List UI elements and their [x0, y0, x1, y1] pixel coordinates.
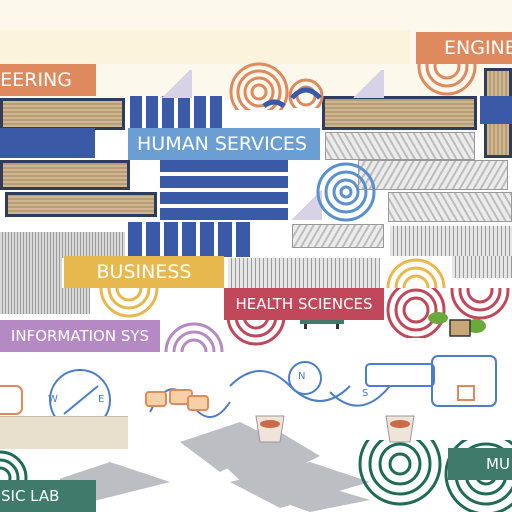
grey-fringe-rug-tile	[228, 258, 380, 288]
grey-fringe-rug-tile	[0, 232, 125, 258]
compass-west-label: W	[48, 393, 58, 405]
grey-rug-shape-tile	[60, 412, 380, 512]
beige-cabinet-tile	[0, 416, 128, 449]
orange-maze-rug-tile	[224, 62, 294, 110]
lavender-shape-tile	[160, 70, 192, 98]
blue-pattern-rug-tile	[128, 222, 253, 257]
blue-pattern-rug-tile	[130, 96, 225, 128]
cup-planter-tile	[380, 414, 420, 446]
human-services-label-banner[interactable]: HUMAN SERVICES	[128, 128, 320, 160]
blue-maze-rug-tile	[288, 160, 384, 222]
orange-maze-rug-tile	[415, 62, 485, 96]
blue-pattern-rug-tile	[160, 158, 288, 220]
chevron-rug-tile	[358, 160, 508, 190]
jute-rug-tile	[5, 192, 157, 217]
music-label-banner[interactable]: MU	[448, 448, 512, 480]
line-art-strip-tile	[0, 352, 512, 418]
red-maze-rug-tile	[384, 288, 512, 338]
blue-pattern-rug-tile	[0, 128, 95, 158]
bench-tile	[298, 318, 346, 330]
jute-rug-tile	[0, 160, 130, 190]
potted-plant-tile	[418, 300, 488, 340]
cup-planter-tile	[250, 414, 290, 446]
lavender-shape-tile	[350, 70, 384, 98]
business-label-banner[interactable]: BUSINESS	[64, 256, 224, 288]
purple-maze-rug-tile	[160, 318, 226, 352]
red-maze-rug-tile	[224, 316, 288, 348]
jute-rug-tile	[0, 98, 125, 130]
jute-rug-tile	[322, 96, 477, 130]
health-sciences-label-banner[interactable]: HEALTH SCIENCES	[224, 288, 384, 320]
grey-fringe-rug-tile	[452, 256, 512, 278]
engineering-label-banner[interactable]: ENGINE	[416, 32, 512, 64]
chevron-rug-tile	[292, 224, 384, 248]
orange-maze-rug-tile	[288, 78, 324, 108]
blue-pattern-rug-tile	[480, 96, 512, 124]
cream-background-tile	[0, 30, 410, 64]
chevron-rug-tile	[325, 132, 475, 160]
music-lab-label-banner[interactable]: SIC LAB	[0, 480, 96, 512]
grey-fringe-rug-tile	[390, 226, 512, 256]
yellow-maze-rug-tile	[95, 286, 161, 320]
compass-north-label: N	[298, 370, 306, 382]
information-sys-label-banner[interactable]: INFORMATION SYS	[0, 320, 160, 352]
grey-fringe-rug-tile	[0, 258, 62, 288]
chevron-rug-tile	[388, 192, 512, 222]
green-maze-rug-tile	[0, 448, 32, 488]
yellow-maze-rug-tile	[384, 256, 448, 288]
engineering-label-banner[interactable]: EERING	[0, 64, 96, 96]
compass-south-label: S	[362, 387, 369, 399]
grey-fringe-rug-tile	[0, 288, 90, 314]
compass-east-label: E	[98, 393, 105, 405]
